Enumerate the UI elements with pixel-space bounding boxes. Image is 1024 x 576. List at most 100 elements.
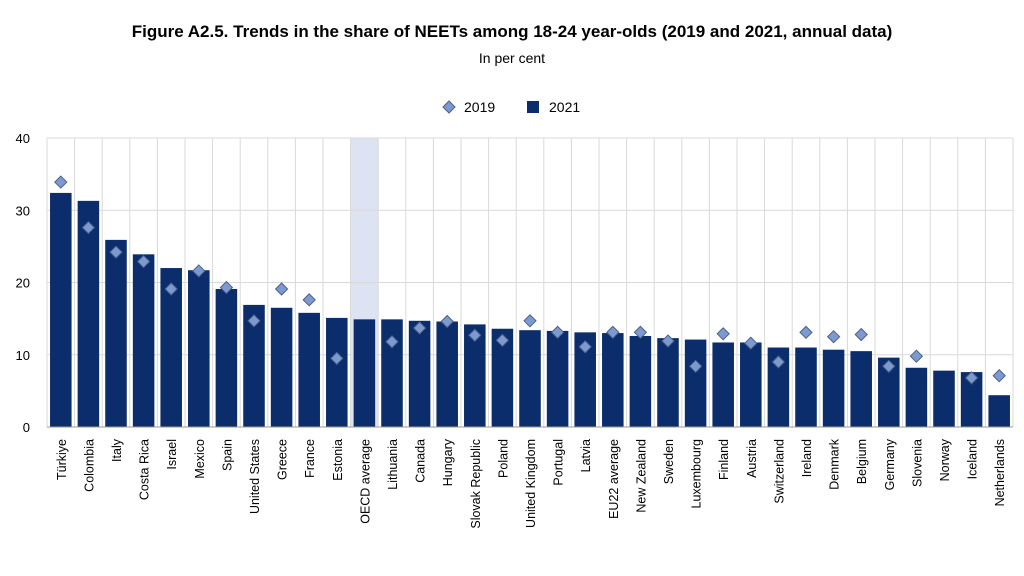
- chart-title: Figure A2.5. Trends in the share of NEET…: [131, 22, 893, 41]
- marker-2019: [412, 321, 427, 335]
- marker-2019: [109, 245, 123, 259]
- x-tick-label: Hungary: [441, 438, 455, 486]
- marker-2019: [523, 314, 537, 328]
- bar-2021: [657, 338, 679, 427]
- bar-2021: [546, 330, 569, 427]
- marker-2019: [661, 334, 675, 348]
- x-tick-label: EU22 average: [607, 439, 621, 519]
- x-tick-label: Lithuania: [386, 439, 400, 490]
- x-tick-label: Norway: [938, 438, 952, 481]
- legend-swatch-2021: [527, 101, 539, 113]
- x-tick-label: Denmark: [828, 438, 842, 489]
- marker-2019: [550, 325, 565, 340]
- bar-2021: [629, 335, 652, 427]
- x-tick-label: Finland: [717, 439, 731, 480]
- bar-2021: [491, 328, 514, 427]
- bar-2021: [215, 289, 238, 427]
- marker-2019: [854, 327, 868, 342]
- marker-2019: [688, 359, 703, 374]
- x-tick-label: Poland: [496, 439, 510, 478]
- marker-2019: [440, 314, 454, 329]
- marker-2019: [54, 175, 68, 189]
- marker-2019: [992, 368, 1006, 383]
- y-tick-label: 40: [16, 131, 30, 146]
- bar-2021: [767, 347, 790, 427]
- x-tick-label: United States: [248, 439, 262, 514]
- x-tick-label: Iceland: [966, 439, 980, 479]
- bar-2021: [988, 395, 1010, 427]
- marker-2019: [716, 327, 730, 341]
- y-tick-label: 20: [16, 276, 30, 291]
- x-tick-label: Mexico: [193, 439, 207, 479]
- x-tick-label: Portugal: [552, 439, 566, 486]
- marker-2019: [799, 325, 813, 340]
- x-tick-label: France: [303, 439, 317, 478]
- x-tick-label: Latvia: [579, 439, 593, 472]
- legend-label-2019: 2019: [464, 99, 495, 115]
- marker-2019: [274, 282, 289, 296]
- x-tick-label: United Kingdom: [524, 439, 538, 528]
- bar-2021: [740, 342, 762, 427]
- x-tick-label: OECD average: [358, 439, 372, 524]
- chart-subtitle: In per cent: [478, 50, 546, 66]
- x-tick-label: Austria: [745, 439, 759, 478]
- bar-2021: [712, 342, 734, 427]
- x-tick-label: New Zealand: [634, 439, 648, 513]
- bar-2021: [50, 192, 72, 427]
- x-tick-label: Spain: [220, 439, 234, 471]
- marker-2019: [964, 371, 979, 385]
- bar-2021: [132, 254, 155, 427]
- marker-2019: [247, 314, 261, 328]
- bar-2021: [684, 339, 707, 427]
- marker-2019: [633, 325, 648, 340]
- bar-2021: [160, 268, 182, 427]
- x-tick-label: Luxembourg: [690, 439, 704, 509]
- y-tick-label: 0: [23, 420, 30, 435]
- bar-2021: [933, 370, 955, 427]
- x-tick-label: Sweden: [662, 439, 676, 484]
- x-tick-label: Belgium: [855, 439, 869, 484]
- x-tick-label: Türkiye: [55, 439, 69, 480]
- x-tick-label: Germany: [883, 438, 897, 490]
- marker-2019: [909, 349, 924, 363]
- bar-2021: [519, 330, 541, 427]
- marker-2019: [302, 293, 316, 307]
- bar-2021: [105, 239, 127, 427]
- marker-2019: [468, 328, 482, 342]
- x-tick-label: Switzerland: [772, 439, 786, 504]
- x-tick-label: Netherlands: [993, 439, 1007, 506]
- bar-2021: [436, 321, 458, 427]
- y-tick-label: 30: [16, 203, 30, 218]
- bar-2021: [878, 357, 900, 427]
- bar-2021: [298, 312, 320, 427]
- bar-2021: [822, 349, 845, 427]
- bar-2021: [270, 307, 293, 427]
- bar-2021: [188, 270, 210, 427]
- bar-2021: [381, 319, 403, 427]
- marker-2019: [385, 335, 399, 349]
- bar-2021: [408, 320, 431, 427]
- bar-2021: [353, 319, 376, 427]
- marker-2019: [606, 325, 620, 340]
- legend-label-2021: 2021: [549, 99, 580, 115]
- legend-marker-2019: [442, 100, 456, 114]
- bar-2021: [850, 351, 872, 427]
- x-tick-label: Italy: [110, 438, 124, 462]
- bar-2021: [77, 200, 100, 427]
- x-tick-label: Canada: [414, 439, 428, 483]
- marker-2019: [192, 264, 206, 278]
- bar-2021: [905, 367, 928, 427]
- marker-2019: [164, 282, 178, 296]
- marker-2019: [81, 220, 96, 235]
- x-tick-label: Slovak Republic: [469, 439, 483, 529]
- bar-2021: [464, 324, 486, 427]
- marker-2019: [771, 355, 786, 369]
- bar-2021: [243, 304, 265, 427]
- y-tick-label: 10: [16, 348, 30, 363]
- marker-2019: [744, 336, 758, 350]
- marker-2019: [330, 351, 344, 366]
- x-tick-label: Estonia: [331, 439, 345, 481]
- x-tick-label: Costa Rica: [138, 439, 152, 500]
